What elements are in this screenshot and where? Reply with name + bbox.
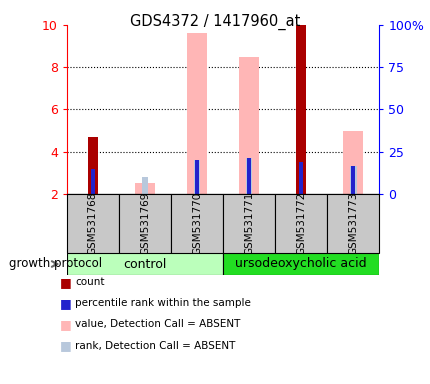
Bar (223, 253, 378, 275)
Bar (349, 167, 356, 194)
Bar (239, 56, 258, 194)
Bar (67, 194, 119, 253)
Bar (296, 25, 305, 194)
Text: percentile rank within the sample: percentile rank within the sample (75, 298, 251, 308)
Text: value, Detection Call = ABSENT: value, Detection Call = ABSENT (75, 319, 240, 329)
Bar (171, 194, 223, 253)
Text: count: count (75, 277, 104, 287)
Text: rank, Detection Call = ABSENT: rank, Detection Call = ABSENT (75, 341, 235, 351)
Bar (119, 194, 171, 253)
Bar (91, 169, 95, 194)
Text: ■: ■ (60, 297, 72, 310)
Text: GSM531768: GSM531768 (88, 192, 98, 255)
Text: control: control (123, 258, 166, 270)
Bar (187, 33, 206, 194)
Text: GSM531771: GSM531771 (243, 192, 254, 255)
Bar (246, 158, 251, 194)
Text: GSM531769: GSM531769 (140, 192, 150, 255)
Bar (326, 194, 378, 253)
Text: growth protocol: growth protocol (9, 258, 101, 270)
Bar (141, 177, 148, 194)
Bar (193, 160, 200, 194)
Bar (245, 158, 252, 194)
Text: GSM531773: GSM531773 (347, 192, 357, 255)
Bar (343, 131, 362, 194)
Text: ursodeoxycholic acid: ursodeoxycholic acid (235, 258, 366, 270)
Text: GSM531770: GSM531770 (191, 192, 202, 255)
Text: ■: ■ (60, 318, 72, 331)
Bar (350, 167, 354, 194)
Text: GDS4372 / 1417960_at: GDS4372 / 1417960_at (130, 13, 300, 30)
Bar (298, 162, 303, 194)
Bar (88, 137, 97, 194)
Bar (67, 253, 223, 275)
Bar (274, 194, 326, 253)
Text: GSM531772: GSM531772 (295, 192, 305, 255)
Text: ■: ■ (60, 276, 72, 289)
Bar (135, 184, 154, 194)
Bar (194, 160, 199, 194)
Bar (223, 194, 274, 253)
Text: ■: ■ (60, 339, 72, 352)
